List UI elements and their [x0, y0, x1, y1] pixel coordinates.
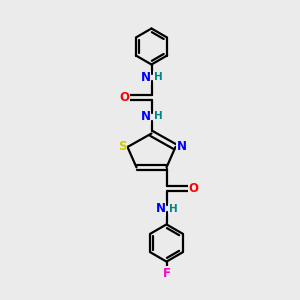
Text: N: N [176, 140, 187, 154]
Text: H: H [154, 111, 163, 122]
Text: H: H [169, 203, 178, 214]
Text: O: O [189, 182, 199, 195]
Text: O: O [119, 91, 129, 104]
Text: N: N [155, 202, 166, 215]
Text: S: S [118, 140, 126, 154]
Text: N: N [140, 110, 151, 124]
Text: N: N [140, 71, 151, 84]
Text: H: H [154, 72, 163, 82]
Text: F: F [163, 267, 170, 280]
